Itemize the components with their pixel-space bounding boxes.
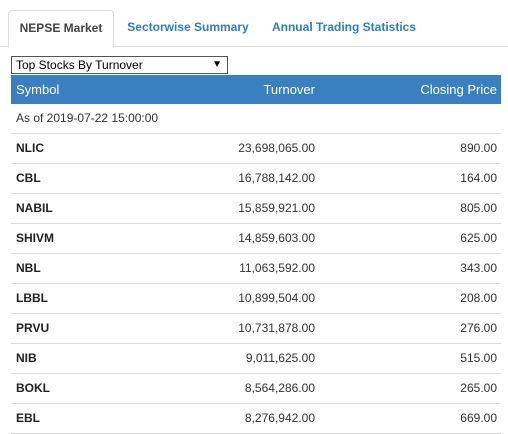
top-stocks-dropdown[interactable]: Top Stocks By Turnover ▼ xyxy=(11,56,228,74)
column-header-closing-price: Closing Price xyxy=(420,82,497,97)
cell-closing-price: 164.00 xyxy=(460,171,497,185)
cell-turnover: 8,564,286.00 xyxy=(244,381,315,395)
as-of-timestamp: As of 2019-07-22 15:00:00 xyxy=(16,111,159,125)
cell-closing-price: 805.00 xyxy=(460,201,497,215)
table-row: NLIC 23,698,065.00 890.00 xyxy=(11,134,501,164)
cell-closing-price: 276.00 xyxy=(460,321,497,335)
cell-symbol: EBL xyxy=(16,411,40,425)
tab-bar: NEPSE Market Sectorwise Summary Annual T… xyxy=(0,0,508,48)
cell-closing-price: 669.00 xyxy=(460,411,497,425)
cell-turnover: 15,859,921.00 xyxy=(238,201,315,215)
stock-table-body: NLIC 23,698,065.00 890.00 CBL 16,788,142… xyxy=(11,134,501,434)
table-row: SHIVM 14,859,603.00 625.00 xyxy=(11,224,501,254)
table-row: NIB 9,011,625.00 515.00 xyxy=(11,344,501,374)
cell-closing-price: 625.00 xyxy=(460,231,497,245)
cell-symbol: CBL xyxy=(16,171,41,185)
cell-turnover: 8,276,942.00 xyxy=(244,411,315,425)
table-header: Symbol Turnover Closing Price xyxy=(11,75,501,104)
cell-symbol: LBBL xyxy=(16,291,48,305)
cell-symbol: NIB xyxy=(16,351,37,365)
cell-turnover: 23,698,065.00 xyxy=(238,141,315,155)
as-of-timestamp-row: As of 2019-07-22 15:00:00 xyxy=(11,104,501,134)
cell-turnover: 10,731,878.00 xyxy=(238,321,315,335)
cell-closing-price: 343.00 xyxy=(460,261,497,275)
tab-annual-trading-statistics[interactable]: Annual Trading Statistics xyxy=(271,20,417,34)
cell-closing-price: 208.00 xyxy=(460,291,497,305)
cell-closing-price: 515.00 xyxy=(460,351,497,365)
tab-sectorwise-summary[interactable]: Sectorwise Summary xyxy=(127,20,249,34)
column-header-symbol: Symbol xyxy=(16,82,60,97)
cell-symbol: NLIC xyxy=(16,141,44,155)
tab-nepse-market[interactable]: NEPSE Market xyxy=(8,10,114,48)
table-row: BOKL 8,564,286.00 265.00 xyxy=(11,374,501,404)
cell-closing-price: 265.00 xyxy=(460,381,497,395)
cell-turnover: 9,011,625.00 xyxy=(245,351,315,365)
dropdown-selected-value: Top Stocks By Turnover xyxy=(16,58,143,72)
cell-turnover: 16,788,142.00 xyxy=(238,171,315,185)
cell-closing-price: 890.00 xyxy=(460,141,497,155)
table-row: PRVU 10,731,878.00 276.00 xyxy=(11,314,501,344)
dropdown-arrow-icon: ▼ xyxy=(212,59,222,70)
cell-symbol: NABIL xyxy=(16,201,53,215)
cell-turnover: 10,899,504.00 xyxy=(238,291,315,305)
cell-symbol: PRVU xyxy=(16,321,50,335)
table-row: NABIL 15,859,921.00 805.00 xyxy=(11,194,501,224)
cell-symbol: BOKL xyxy=(16,381,50,395)
table-row: NBL 11,063,592.00 343.00 xyxy=(11,254,501,284)
cell-symbol: SHIVM xyxy=(16,231,55,245)
column-header-turnover: Turnover xyxy=(263,82,315,97)
table-row: LBBL 10,899,504.00 208.00 xyxy=(11,284,501,314)
cell-symbol: NBL xyxy=(16,261,41,275)
cell-turnover: 11,063,592.00 xyxy=(239,261,315,275)
table-row: CBL 16,788,142.00 164.00 xyxy=(11,164,501,194)
cell-turnover: 14,859,603.00 xyxy=(238,231,315,245)
